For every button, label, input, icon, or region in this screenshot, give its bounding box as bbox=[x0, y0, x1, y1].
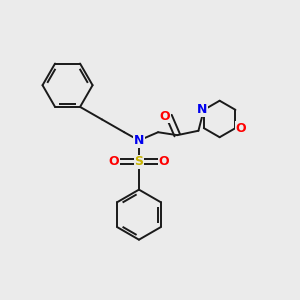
Text: N: N bbox=[134, 134, 144, 147]
Text: O: O bbox=[159, 155, 169, 168]
Text: N: N bbox=[197, 103, 208, 116]
Text: O: O bbox=[109, 155, 119, 168]
Text: O: O bbox=[236, 122, 246, 135]
Text: S: S bbox=[134, 155, 143, 168]
Text: O: O bbox=[159, 110, 170, 122]
